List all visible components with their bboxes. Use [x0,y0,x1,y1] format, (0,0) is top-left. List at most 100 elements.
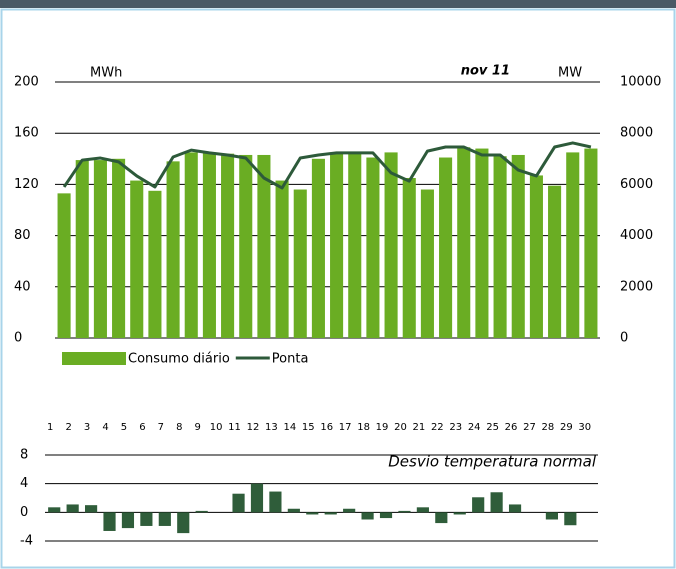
bar [158,512,171,526]
bar [566,152,580,338]
bar [311,158,325,338]
bar [57,193,71,338]
x-tick-label: 21 [413,422,426,433]
x-tick-label: 13 [265,422,278,433]
bar [508,504,522,513]
bar [166,161,180,338]
bar [257,154,271,338]
bar [48,507,61,513]
bar [348,152,362,338]
bar [85,505,98,513]
bar [177,512,190,534]
x-tick-label: 10 [210,422,223,433]
x-tick-label: 14 [283,422,296,433]
y-tick-label: 160 [14,126,39,141]
bar [250,483,264,513]
x-tick-label: 16 [320,422,333,433]
x-tick-label: 1 [47,422,53,433]
x-tick-label: 26 [505,422,518,433]
x-tick-label: 12 [247,422,260,433]
x-tick-label: 29 [560,422,573,433]
bar [112,158,126,338]
bar [330,152,344,338]
bar [511,154,525,338]
legend-label: Ponta [272,352,309,367]
bar [453,512,466,515]
bar [202,152,216,338]
bar [366,157,380,338]
x-tick-label: 9 [194,422,200,433]
bar [402,178,416,338]
x-tick-label: 22 [431,422,444,433]
bar [239,154,253,338]
x-tick-label: 19 [376,422,389,433]
x-tick-label: 6 [139,422,145,433]
y2-tick-label: 2000 [620,279,653,294]
x-tick-label: 18 [357,422,370,433]
x-tick-label: 28 [542,422,555,433]
y-tick-label: 40 [14,279,31,294]
bar [398,510,411,513]
bar [75,160,89,338]
y2-tick-label: 6000 [620,177,653,192]
x-tick-label: 20 [394,422,407,433]
bar [324,512,337,515]
bar [140,512,153,526]
x-tick-label: 11 [228,422,241,433]
y-tick-label: 80 [14,228,31,243]
y2-tick-label: 8000 [620,126,653,141]
y-tick-label: 200 [14,75,39,90]
x-tick-label: 23 [449,422,462,433]
y-axis-label: MWh [90,66,122,81]
bar [564,512,577,526]
legend-label: Consumo diário [128,352,230,367]
x-tick-label: 3 [84,422,90,433]
bar [493,156,507,338]
y-tick-label: 8 [20,448,28,463]
x-tick-label: 25 [486,422,499,433]
bar [93,160,107,338]
bar [306,512,319,515]
x-tick-label: 7 [158,422,164,433]
bar [475,148,489,338]
bar [343,508,356,513]
x-tick-label: 17 [339,422,352,433]
bar [275,180,289,338]
bar [384,152,398,338]
y2-tick-label: 4000 [620,228,653,243]
bar [184,152,198,338]
bar [232,493,245,513]
bar [66,504,79,513]
bar [379,512,393,519]
x-tick-label: 15 [302,422,315,433]
bar [361,512,374,520]
x-tick-label: 5 [121,422,127,433]
bar [529,175,543,338]
x-tick-label: 27 [523,422,536,433]
y2-tick-label: 10000 [620,75,661,90]
y2-axis-label: MW [558,66,582,81]
y-tick-label: 120 [14,177,39,192]
bar [148,190,162,338]
chart-title: Desvio temperatura normal [388,453,597,471]
x-tick-label: 30 [578,422,591,433]
y-tick-label: -4 [20,534,33,549]
x-tick-label: 8 [176,422,182,433]
bar [584,148,598,338]
y-tick-label: 4 [20,476,28,491]
bar [103,512,116,531]
x-tick-label: 2 [65,422,71,433]
x-tick-label: 4 [102,422,108,433]
y-tick-label: 0 [14,331,22,346]
bar [548,185,562,338]
bar [195,510,208,513]
bar [121,512,135,529]
annotation: nov 11 [461,64,510,79]
x-tick-label: 24 [468,422,481,433]
bar [293,189,307,338]
bar [221,153,235,338]
bar [416,507,429,513]
legend-swatch [62,352,126,365]
y-tick-label: 0 [20,505,28,520]
